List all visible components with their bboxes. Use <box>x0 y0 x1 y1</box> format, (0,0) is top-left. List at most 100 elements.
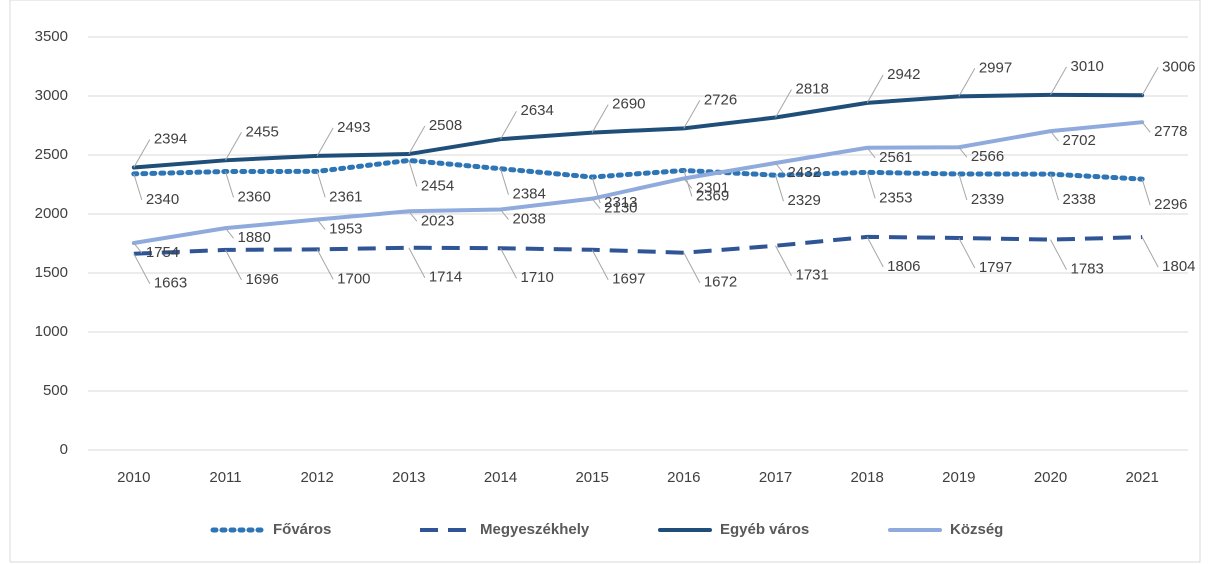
data-label: 1714 <box>429 269 462 286</box>
leader-line <box>408 160 418 187</box>
leader-line <box>775 245 792 276</box>
data-label: 2690 <box>612 96 645 113</box>
data-label: 2361 <box>329 188 362 205</box>
leader-line <box>316 219 326 230</box>
x-tick-label: 2019 <box>942 469 975 486</box>
leader-line <box>1050 130 1059 142</box>
leader-line <box>1141 178 1151 206</box>
leader-line <box>316 249 334 280</box>
leader-line <box>958 68 976 97</box>
leader-line <box>958 146 968 158</box>
data-label: 1953 <box>329 221 362 238</box>
chart-frame <box>9 0 1201 563</box>
data-label: 1710 <box>521 269 554 286</box>
legend-label: Megyeszékhely <box>480 521 590 538</box>
data-label: 2432 <box>788 164 821 181</box>
series-line <box>131 92 1145 170</box>
leader-line <box>591 104 609 133</box>
data-label: 2778 <box>1154 123 1187 140</box>
leader-line <box>225 171 234 198</box>
leader-line <box>1141 236 1159 268</box>
data-label: 1672 <box>704 274 737 291</box>
leader-line <box>683 178 693 189</box>
leader-line <box>500 209 509 220</box>
data-label: 1880 <box>238 229 271 246</box>
leader-line <box>1050 66 1067 96</box>
data-label: 1663 <box>154 275 187 292</box>
legend-label: Egyéb város <box>720 521 809 538</box>
data-label: 3010 <box>1071 58 1104 75</box>
data-label: 2394 <box>154 130 187 147</box>
x-tick-label: 2011 <box>209 469 241 486</box>
data-label: 2997 <box>979 59 1012 76</box>
leader-line <box>316 127 334 157</box>
leader-line <box>1050 239 1067 270</box>
leader-line <box>408 125 426 155</box>
leader-line <box>408 247 426 278</box>
x-tick-label: 2012 <box>300 469 333 486</box>
leader-line <box>866 147 876 159</box>
series-line <box>131 157 1145 182</box>
x-tick-label: 2013 <box>392 469 425 486</box>
data-label: 2360 <box>238 188 271 205</box>
x-tick-label: 2010 <box>117 469 150 486</box>
leader-line <box>775 175 784 202</box>
data-label: 2038 <box>513 210 546 227</box>
leader-line <box>683 252 701 283</box>
leader-line <box>500 110 517 140</box>
y-tick-label: 500 <box>43 382 68 399</box>
data-label: 2353 <box>879 189 912 206</box>
y-tick-label: 0 <box>60 441 68 458</box>
leader-line <box>133 242 143 254</box>
data-label: 2369 <box>696 187 729 204</box>
leader-line <box>500 168 509 195</box>
leader-line <box>225 249 242 281</box>
data-label: 2340 <box>146 191 179 208</box>
data-label: 2313 <box>604 194 637 211</box>
data-label: 2339 <box>971 191 1004 208</box>
leader-line <box>866 172 876 199</box>
data-label: 2338 <box>1063 191 1096 208</box>
data-label: 2130 <box>604 200 637 217</box>
leader-line <box>408 210 418 222</box>
data-label: 1754 <box>146 244 179 261</box>
y-tick-label: 2500 <box>35 146 68 163</box>
y-tick-label: 3500 <box>35 28 68 45</box>
leader-line <box>1141 67 1159 96</box>
data-label: 1697 <box>612 271 645 288</box>
leader-line <box>133 139 151 168</box>
data-label: 1696 <box>246 271 279 288</box>
data-label: 2702 <box>1063 132 1096 149</box>
leader-line <box>591 198 601 209</box>
data-label: 2455 <box>246 123 279 140</box>
leader-line <box>866 236 884 268</box>
leader-line <box>775 162 784 174</box>
leader-line <box>225 132 242 161</box>
data-label: 1797 <box>979 259 1012 276</box>
y-tick-label: 2000 <box>35 205 68 222</box>
x-tick-label: 2020 <box>1034 469 1067 486</box>
y-tick-label: 3000 <box>35 87 68 104</box>
leader-line <box>500 247 517 279</box>
data-label: 2023 <box>421 212 454 229</box>
data-label: 1731 <box>796 267 829 284</box>
leader-line <box>133 253 151 285</box>
leader-line <box>1141 121 1151 133</box>
data-label: 2508 <box>429 117 462 134</box>
data-label: 2942 <box>887 66 920 83</box>
data-label: 2301 <box>696 179 729 196</box>
leader-line <box>316 171 326 198</box>
leader-line <box>958 173 968 201</box>
y-tick-label: 1500 <box>35 264 68 281</box>
leader-line <box>866 74 884 104</box>
leader-line <box>958 237 976 269</box>
data-label: 2384 <box>513 186 546 203</box>
leader-line <box>133 173 143 201</box>
data-label: 3006 <box>1162 58 1195 75</box>
data-label: 2818 <box>796 80 829 97</box>
legend-label: Község <box>950 521 1003 538</box>
data-label: 1804 <box>1162 258 1195 275</box>
series-line <box>131 120 1145 246</box>
leader-line <box>683 100 701 129</box>
